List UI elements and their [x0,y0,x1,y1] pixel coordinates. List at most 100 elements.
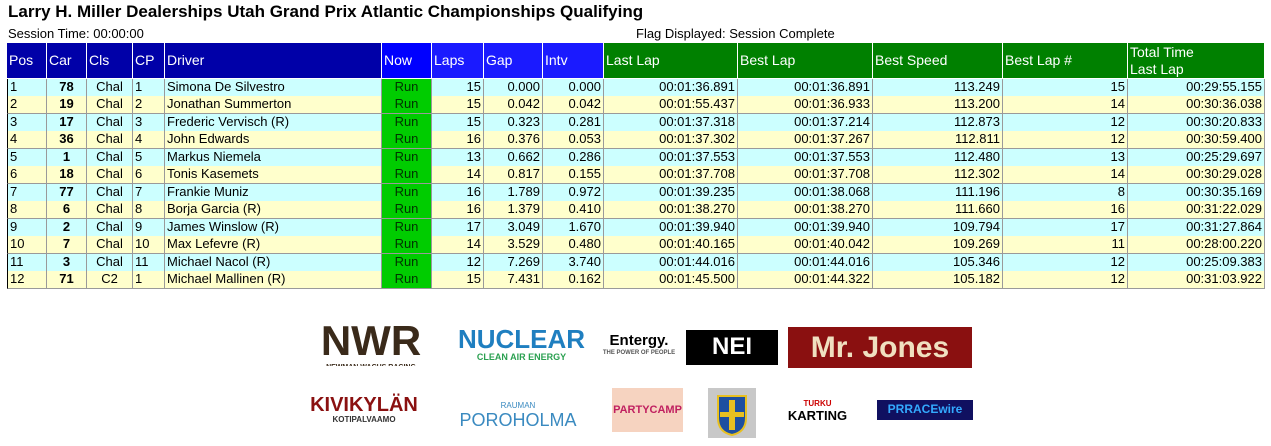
logo: NEI [686,330,778,365]
logo: KIVIKYLÄN KOTIPALVAAMO [310,385,418,433]
table-cell: 8 [133,201,165,220]
header-cell: Car [47,43,87,79]
table-cell: 0.042 [543,96,604,115]
table-cell: 00:01:39.235 [604,183,738,202]
table-cell: 00:01:44.016 [604,253,738,272]
table-cell: 0.162 [543,270,604,289]
table-cell: 2 [7,96,47,115]
header-cell: Best Lap # [1003,43,1128,79]
table-cell: 14 [432,166,484,185]
table-cell: 8 [7,201,47,220]
table-cell: 0.000 [484,79,543,98]
table-cell: 15 [432,113,484,132]
logo-text: PRRACEwire [887,402,963,417]
table-cell: Run [382,113,432,132]
logo-text: Entergy. [609,332,669,350]
table-cell: Chal [87,79,133,98]
table-cell: 00:01:37.553 [604,148,738,167]
table-cell: 11 [1003,236,1128,255]
logo: PARTYCAMP [612,388,683,432]
table-cell: 17 [1003,218,1128,237]
table-cell: Max Lefevre (R) [165,236,382,255]
table-cell: 00:25:09.383 [1128,253,1265,272]
table-cell: 00:01:55.437 [604,96,738,115]
table-cell: 11 [7,253,47,272]
table-cell: John Edwards [165,131,382,150]
header-cell: Cls [87,43,133,79]
table-cell: 13 [1003,148,1128,167]
table-cell: 19 [47,96,87,115]
logo: NUCLEAR CLEAN AIR ENERGY [455,320,588,368]
logo-text: KOTIPALVAAMO [332,414,396,424]
table-cell: Run [382,131,432,150]
table-cell: 13 [432,148,484,167]
table-cell: Frankie Muniz [165,183,382,202]
logo-text: TURKU [803,398,832,408]
table-cell: 00:28:00.220 [1128,236,1265,255]
table-cell: 5 [7,148,47,167]
table-cell: 18 [47,166,87,185]
table-cell: 12 [1003,270,1128,289]
table-cell: 77 [47,183,87,202]
table-cell: 111.660 [873,201,1003,220]
table-cell: 15 [1003,79,1128,98]
table-cell: 12 [7,270,47,289]
table-cell: 00:01:40.042 [738,236,873,255]
table-cell: 12 [1003,113,1128,132]
table-cell: 00:31:03.922 [1128,270,1265,289]
table-cell: 112.873 [873,113,1003,132]
logo-text: NWR [320,318,422,364]
table-cell: 00:25:29.697 [1128,148,1265,167]
table-cell: 1.379 [484,201,543,220]
table-cell: 00:01:45.500 [604,270,738,289]
table-cell: Jonathan Summerton [165,96,382,115]
table-cell: Run [382,79,432,98]
table-cell: James Winslow (R) [165,218,382,237]
table-cell: C2 [87,270,133,289]
table-cell: Run [382,218,432,237]
logo-text: CLEAN AIR ENERGY [476,352,567,363]
logo-text: NEI [711,333,752,361]
logo-text: NEWMAN WACHS RACING [310,364,432,366]
table-cell: 0.410 [543,201,604,220]
table-cell: Run [382,96,432,115]
header-cell: Pos [7,43,47,79]
table-cell: 105.182 [873,270,1003,289]
table-cell: 0.155 [543,166,604,185]
table-cell: Michael Nacol (R) [165,253,382,272]
header-cell: Best Speed [873,43,1003,79]
table-cell: 1.789 [484,183,543,202]
table-cell: 7.431 [484,270,543,289]
table-cell: 2 [47,218,87,237]
table-cell: 112.302 [873,166,1003,185]
table-cell: 4 [133,131,165,150]
table-cell: 00:30:59.400 [1128,131,1265,150]
table-cell: 0.053 [543,131,604,150]
table-cell: 0.042 [484,96,543,115]
table-cell: 14 [432,236,484,255]
table-cell: 00:01:40.165 [604,236,738,255]
table-cell: 112.480 [873,148,1003,167]
logo: RAUMAN POROHOLMA [448,400,588,433]
coat-of-arms-logo [708,388,756,438]
table-cell: Chal [87,236,133,255]
table-cell: Chal [87,218,133,237]
logo-text: POROHOLMA [459,409,577,430]
table-cell: 1 [133,79,165,98]
table-cell: 00:01:39.940 [604,218,738,237]
table-cell: 17 [432,218,484,237]
table-cell: 10 [133,236,165,255]
table-cell: 16 [432,201,484,220]
table-cell: 00:01:37.267 [738,131,873,150]
table-cell: Chal [87,148,133,167]
table-cell: Run [382,270,432,289]
table-cell: 3 [7,113,47,132]
table-cell: 00:01:38.068 [738,183,873,202]
table-cell: 0.281 [543,113,604,132]
header-cell: Best Lap [738,43,873,79]
table-cell: Run [382,236,432,255]
table-cell: Chal [87,131,133,150]
table-cell: 16 [432,131,484,150]
table-cell: 0.662 [484,148,543,167]
